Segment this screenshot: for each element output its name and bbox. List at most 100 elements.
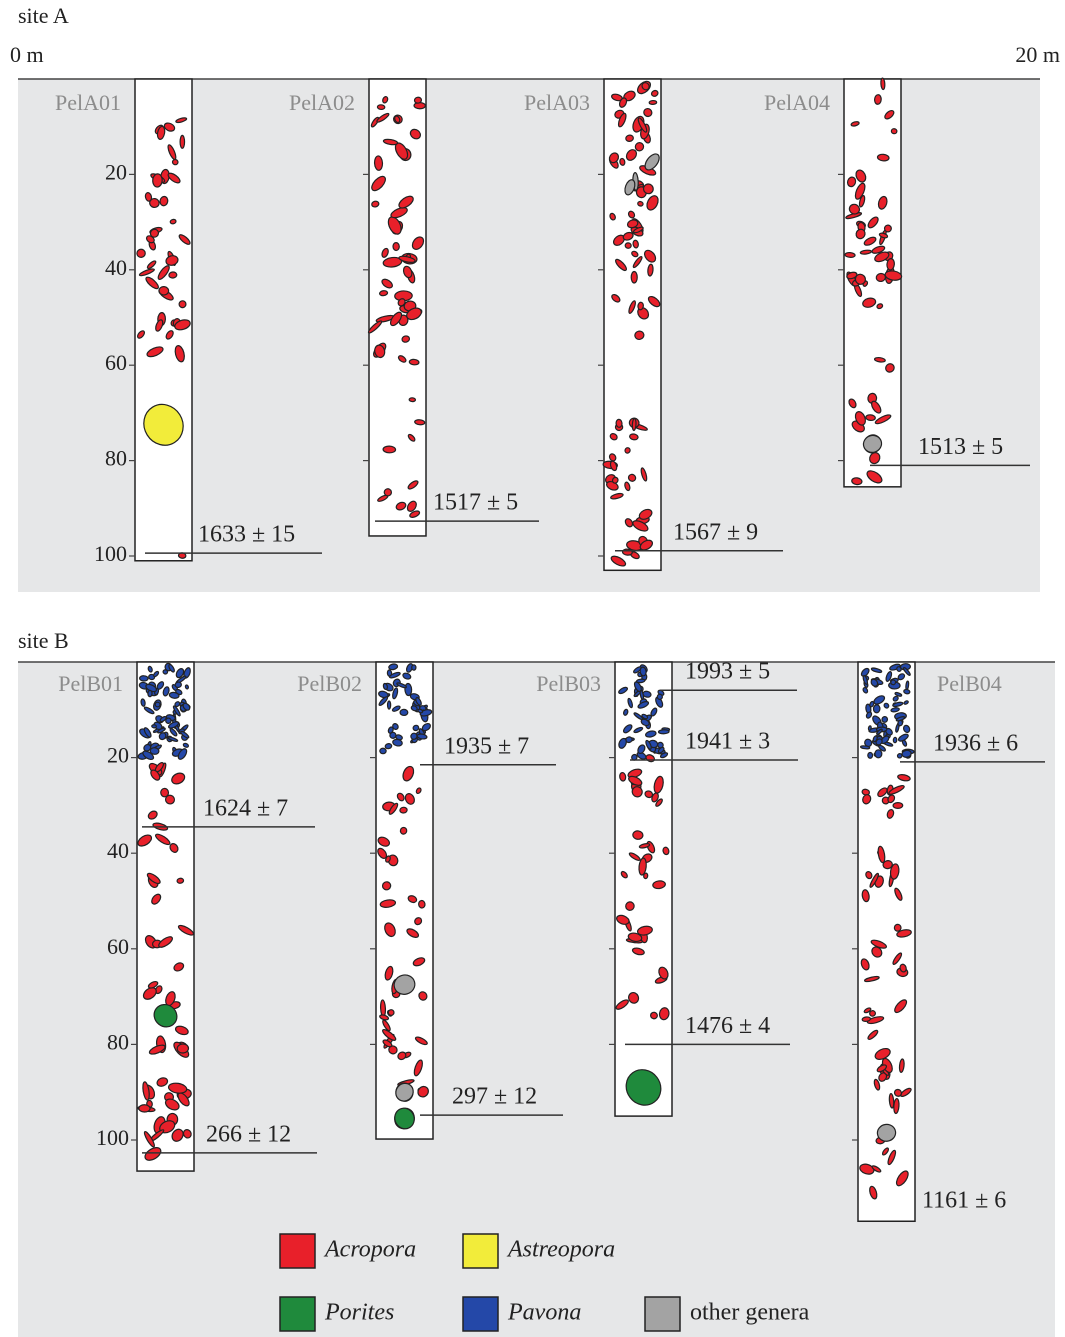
date-label: 1567 ± 9: [673, 519, 758, 545]
coral-fragment: [893, 737, 897, 743]
coral-fragment: [637, 302, 643, 310]
core-name: PelB02: [297, 671, 362, 696]
coral-fragment: [866, 414, 876, 421]
depth-tick-label: 20: [105, 159, 127, 184]
coral-fragment: [862, 1016, 871, 1021]
legend-swatch: [463, 1297, 498, 1331]
coral-fragment: [165, 718, 171, 724]
coral-fragment: [414, 419, 425, 425]
coral-fragment: [893, 803, 903, 809]
coral-fragment: [884, 225, 892, 233]
date-label: 1993 ± 5: [685, 659, 770, 685]
coral-fragment: [868, 726, 872, 731]
coral-fragment: [881, 78, 886, 90]
date-label: 1624 ± 7: [203, 795, 288, 821]
transect-end: 20 m: [1015, 42, 1060, 67]
coral-fragment: [875, 750, 882, 758]
coral-fragment: [177, 878, 184, 884]
core-name: PelA03: [524, 90, 590, 115]
legend-label: Porites: [324, 1300, 394, 1326]
date-label: 1476 ± 4: [685, 1013, 770, 1039]
depth-tick-label: 40: [105, 255, 127, 280]
date-label: 266 ± 12: [206, 1121, 291, 1147]
depth-tick-label: 40: [107, 838, 129, 863]
depth-tick-label: 100: [94, 541, 127, 566]
core-name: PelA04: [764, 90, 830, 115]
coral-fragment: [637, 201, 643, 207]
coral-fragment: [632, 830, 643, 840]
depth-tick-label: 20: [107, 743, 129, 768]
date-label: 1633 ± 15: [198, 522, 295, 548]
coral-fragment: [175, 682, 182, 688]
coral-fragment: [898, 720, 903, 725]
transect-start: 0 m: [10, 42, 44, 67]
coral-fragment: [891, 128, 897, 134]
date-label: 1935 ± 7: [444, 733, 529, 759]
date-label: 297 ± 12: [452, 1084, 537, 1110]
coral-fragment: [159, 286, 169, 295]
panel-title: site A: [18, 3, 69, 28]
coral-fragment: [400, 827, 408, 835]
coral-fragment: [178, 300, 186, 308]
coral-fragment: [400, 807, 408, 813]
legend-label: Astreopora: [506, 1237, 615, 1263]
coral-fragment: [647, 264, 653, 276]
coral-fragment: [874, 94, 881, 104]
depth-tick-label: 80: [107, 1029, 129, 1054]
date-label: 1161 ± 6: [922, 1188, 1006, 1214]
coral-fragment: [633, 240, 639, 248]
legend-swatch: [645, 1297, 680, 1331]
legend-label: Acropora: [323, 1237, 416, 1263]
legend-swatch: [280, 1297, 315, 1331]
coral-fragment: [625, 134, 634, 142]
core-name: PelB01: [58, 671, 123, 696]
legend-swatch: [280, 1234, 315, 1268]
coral-fragment: [141, 699, 146, 707]
coral-fragment: [140, 676, 149, 682]
coral-fragment: [903, 689, 910, 695]
core-name: PelA02: [289, 90, 355, 115]
coral-fragment: [180, 135, 184, 148]
coral-fragment: [905, 681, 909, 690]
coral-fragment: [163, 669, 168, 674]
coral-fragment: [868, 752, 873, 758]
coral-fragment: [414, 97, 422, 104]
coral-fragment: [185, 685, 189, 690]
coral-fragment: [873, 705, 880, 713]
coral-fragment: [619, 772, 626, 781]
coral-fragment: [616, 419, 623, 428]
coral-fragment: [631, 272, 637, 283]
coral-fragment: [643, 873, 648, 879]
coral-fragment: [152, 174, 162, 188]
coral-fragment: [379, 290, 388, 296]
date-label: 1936 ± 6: [933, 730, 1018, 756]
coral-fragment: [388, 1009, 395, 1016]
coral-fragment: [393, 242, 400, 250]
coral-fragment: [622, 549, 632, 556]
depth-tick-label: 80: [105, 446, 127, 471]
coral-fragment: [845, 252, 855, 257]
coral-fragment: [139, 1105, 151, 1113]
coral-fragment: [890, 679, 896, 685]
coral-fragment: [400, 709, 408, 715]
legend-swatch: [463, 1234, 498, 1268]
coral-fragment: [658, 730, 669, 734]
coral-fragment: [155, 702, 161, 707]
date-label: 1941 ± 3: [685, 728, 770, 754]
panel-title: site B: [18, 628, 69, 653]
date-label: 1517 ± 5: [433, 490, 518, 516]
legend-label: Pavona: [507, 1300, 581, 1326]
coral-fragment: [388, 701, 391, 709]
coral-fragment: [412, 665, 416, 670]
coral-fragment: [169, 272, 177, 279]
coral-fragment: [374, 156, 383, 171]
core-name: PelA01: [55, 90, 121, 115]
coral-fragment: [650, 1012, 658, 1020]
coral-fragment: [649, 100, 657, 104]
coral-fragment: [148, 690, 152, 697]
coral-fragment: [152, 725, 157, 729]
coral-fragment: [636, 679, 645, 683]
coral-fragment: [619, 158, 625, 166]
coral-fragment: [409, 359, 419, 365]
coral-fragment: [418, 900, 425, 908]
